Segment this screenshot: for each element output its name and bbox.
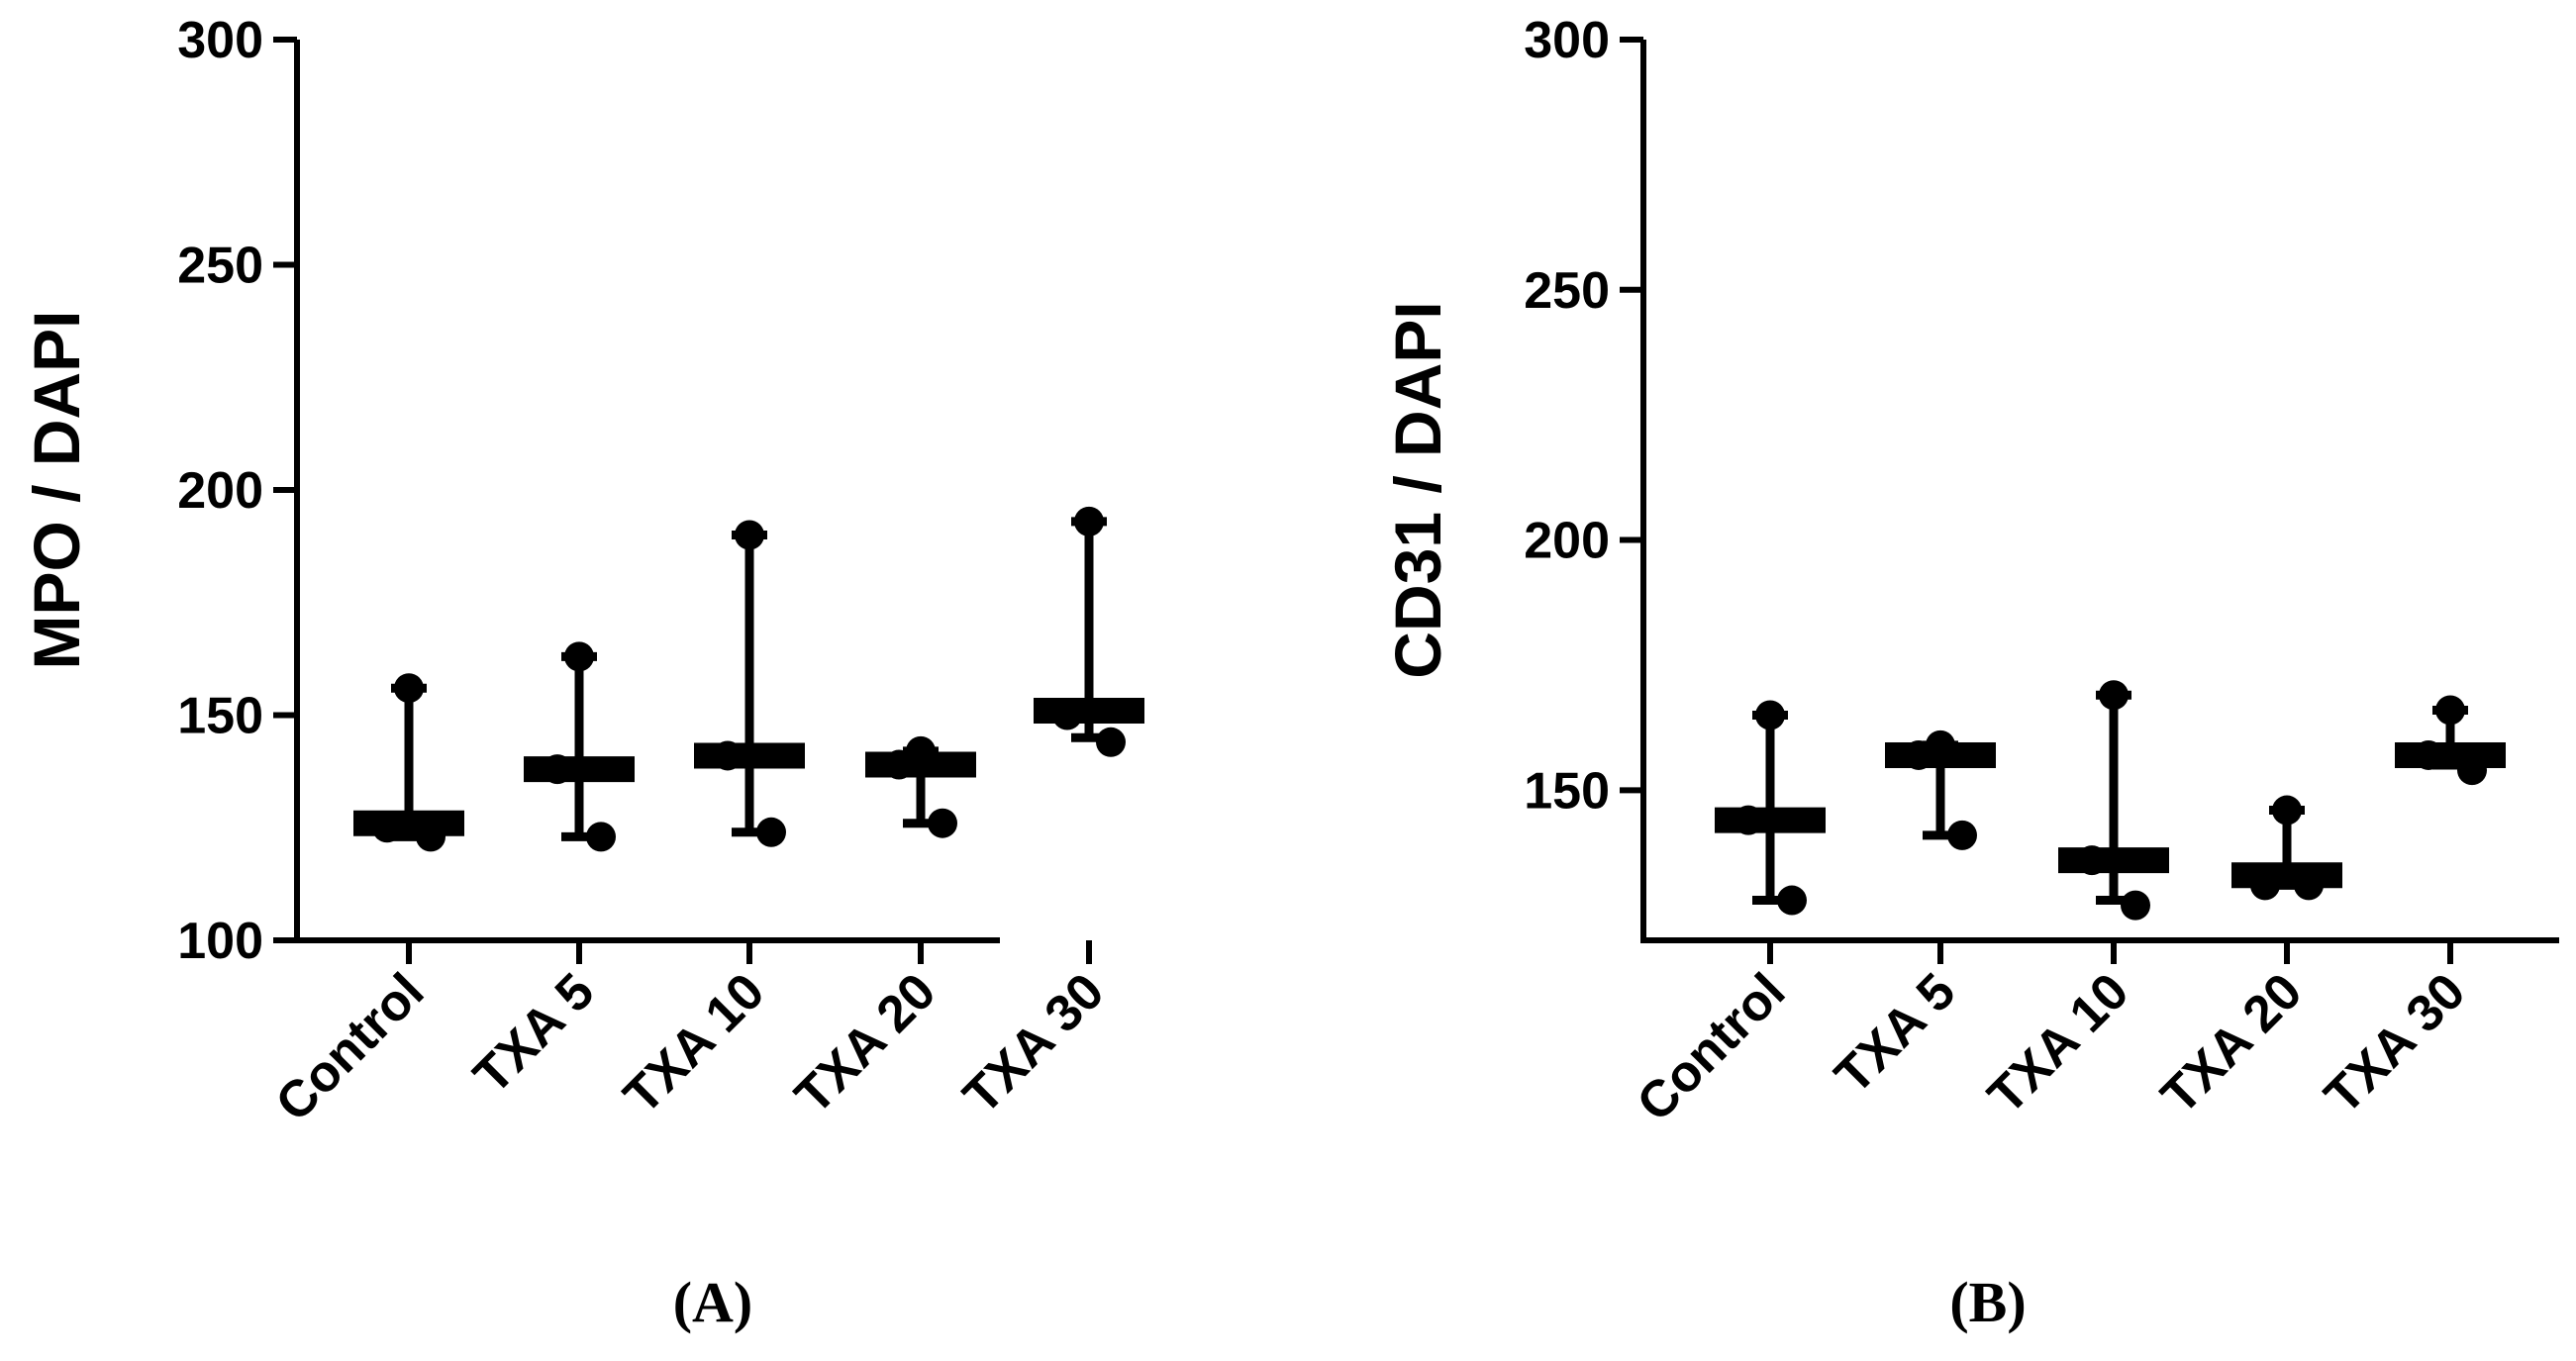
panel-a-chart: 100 150 200 250 300 Control TXA 5 TXA 10 TXA 20 T… xyxy=(20,12,1144,1334)
data-point xyxy=(1904,739,1933,770)
box-group xyxy=(1715,700,1826,916)
data-point xyxy=(1947,820,1977,850)
box-group xyxy=(2395,695,2506,786)
y-axis-title: CD31 / DAPI xyxy=(1381,301,1454,678)
box-group xyxy=(2058,680,2169,921)
box-group xyxy=(694,520,805,847)
box-group xyxy=(2231,795,2342,901)
x-category-label: TXA 30 xyxy=(2314,962,2476,1124)
panel-label: (B) xyxy=(1949,1270,2026,1334)
y-tick-label: 150 xyxy=(177,688,263,745)
data-point xyxy=(2077,845,2107,876)
data-point xyxy=(564,641,594,672)
panel-label: (A) xyxy=(673,1270,753,1334)
y-tick-label: 150 xyxy=(1524,762,1610,820)
panel-b-chart: 150 200 250 300 Control TXA 5 TXA 10 TXA 20 TXA … xyxy=(1381,12,2559,1334)
data-point xyxy=(1777,885,1807,916)
y-tick-label: 200 xyxy=(177,462,263,520)
y-tick-label: 250 xyxy=(1524,262,1610,320)
x-category-label: Control xyxy=(265,962,436,1132)
data-point xyxy=(1734,805,1763,835)
data-point xyxy=(884,749,914,780)
data-point xyxy=(713,740,743,771)
y-tick-label: 300 xyxy=(1524,12,1610,69)
y-axis-title: MPO / DAPI xyxy=(20,310,93,669)
data-point xyxy=(416,822,446,852)
data-point xyxy=(2099,680,2129,711)
x-category-label: TXA 20 xyxy=(2150,962,2313,1124)
box-group xyxy=(353,673,464,852)
y-tick-label: 250 xyxy=(177,238,263,295)
data-point xyxy=(394,673,424,704)
data-point xyxy=(906,735,936,766)
data-point xyxy=(2414,739,2443,770)
box-group xyxy=(1885,729,1996,850)
data-point xyxy=(1096,727,1126,757)
data-point xyxy=(372,813,402,843)
box-group xyxy=(865,735,976,838)
data-point xyxy=(2435,695,2465,726)
box-group xyxy=(1034,506,1144,757)
box-group xyxy=(524,641,635,852)
data-point xyxy=(543,754,572,785)
y-tick-label: 100 xyxy=(177,913,263,970)
data-point xyxy=(735,520,764,550)
x-category-label: TXA 5 xyxy=(463,962,606,1105)
x-category-label: Control xyxy=(1627,962,1797,1132)
y-tick-label: 300 xyxy=(177,12,263,69)
data-point xyxy=(2294,870,2324,901)
data-point xyxy=(1074,506,1104,536)
x-category-label: TXA 5 xyxy=(1825,962,1967,1105)
data-point xyxy=(928,808,957,838)
data-point xyxy=(2250,870,2280,901)
data-point xyxy=(2121,890,2150,921)
data-point xyxy=(1052,700,1082,730)
data-point xyxy=(2272,795,2302,826)
data-point xyxy=(2457,755,2487,786)
x-category-label: TXA 20 xyxy=(784,962,946,1124)
data-point xyxy=(756,817,786,847)
x-category-label: TXA 10 xyxy=(1977,962,2139,1124)
x-category-label: TXA 10 xyxy=(613,962,775,1124)
y-tick-label: 200 xyxy=(1524,513,1610,570)
data-point xyxy=(586,822,616,852)
data-point xyxy=(1755,700,1785,730)
x-category-label: TXA 30 xyxy=(952,962,1115,1124)
